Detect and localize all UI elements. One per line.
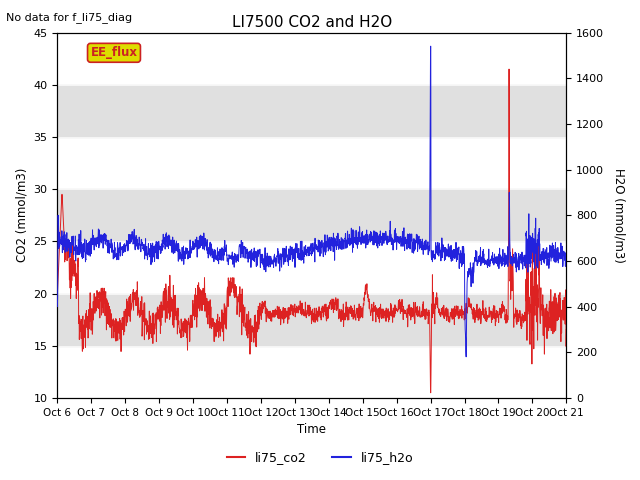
Bar — [58, 85, 566, 137]
X-axis label: Time: Time — [298, 423, 326, 436]
Title: LI7500 CO2 and H2O: LI7500 CO2 and H2O — [232, 15, 392, 30]
Text: EE_flux: EE_flux — [90, 46, 138, 60]
Text: No data for f_li75_diag: No data for f_li75_diag — [6, 12, 132, 23]
Bar — [58, 189, 566, 241]
Y-axis label: H2O (mmol/m3): H2O (mmol/m3) — [612, 168, 625, 263]
Y-axis label: CO2 (mmol/m3): CO2 (mmol/m3) — [15, 168, 28, 263]
Legend: li75_co2, li75_h2o: li75_co2, li75_h2o — [221, 446, 419, 469]
Bar — [58, 294, 566, 346]
